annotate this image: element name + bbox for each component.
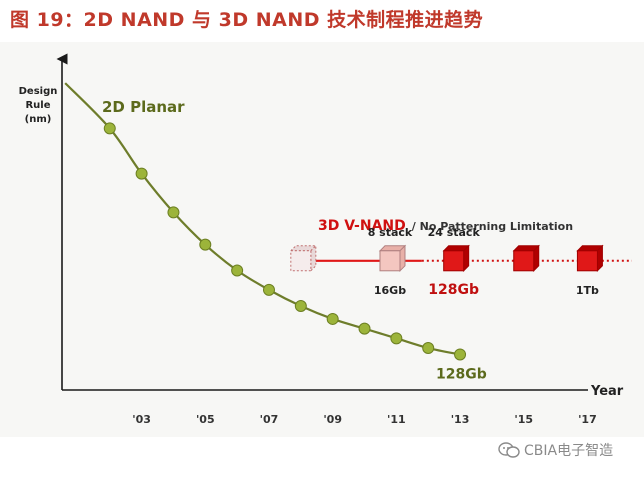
vnand-node-top-label: 24 stack — [428, 226, 481, 239]
y-axis-title-line: Rule — [25, 100, 50, 111]
cube-side-face — [533, 244, 540, 273]
vnand-node-bottom-label: 128Gb — [428, 282, 479, 298]
x-tick-label: '03 — [132, 413, 151, 426]
planar-series-label: 2D Planar — [102, 98, 185, 116]
planar-point — [422, 342, 435, 355]
x-tick-label: '11 — [387, 413, 406, 426]
x-tick-label: '05 — [196, 413, 215, 426]
wechat-icon — [498, 442, 520, 458]
vnand-node-bottom-label: 1Tb — [576, 284, 599, 297]
x-tick-label: '17 — [578, 413, 597, 426]
vnand-title: 3D V-NAND / No Patterning Limitation — [318, 218, 573, 234]
cube-side-face — [399, 244, 406, 273]
planar-point — [135, 167, 148, 180]
y-axis-title-line: Design — [19, 86, 58, 97]
x-tick-label: '15 — [514, 413, 533, 426]
y-axis-title: Design Rule (nm) — [19, 86, 58, 125]
y-axis-title-line: (nm) — [25, 114, 52, 125]
cube-front-face — [379, 250, 401, 272]
cube-front-face — [290, 250, 312, 272]
planar-point — [294, 300, 307, 313]
cube-front-face — [576, 250, 598, 272]
vnand-node — [512, 244, 540, 273]
axes: Year — [56, 53, 624, 399]
figure-title: 图 19：2D NAND 与 3D NAND 技术制程推进趋势 — [10, 9, 484, 31]
vnand-node — [289, 244, 318, 273]
planar-point — [103, 122, 116, 135]
cube-side-face — [463, 244, 470, 273]
planar-point — [167, 206, 180, 219]
cube-side-face — [310, 244, 317, 273]
x-tick-label: '07 — [260, 413, 279, 426]
vnand-title-main: 3D V-NAND — [318, 218, 406, 234]
watermark-text: CBIA电子智造 — [524, 443, 614, 459]
cube-side-face — [596, 244, 603, 273]
vnand-subtitle: / No Patterning Limitation — [412, 220, 573, 233]
x-tick-label: '13 — [451, 413, 470, 426]
planar-point — [262, 283, 275, 296]
vnand-node: 1Tb — [576, 244, 604, 297]
planar-point — [231, 264, 244, 277]
planar-series: 2D Planar 128Gb — [64, 82, 487, 382]
chart-panel: Year Design Rule (nm) '03 '05 '07 '09 '11 '13 '1… — [0, 42, 644, 437]
vnand-node: 24 stack 128Gb — [428, 226, 481, 298]
planar-point — [326, 312, 339, 325]
planar-point — [454, 348, 467, 361]
planar-point — [390, 332, 403, 345]
vnand-node: 8 stack 16Gb — [368, 226, 413, 297]
planar-point — [199, 238, 212, 251]
planar-end-label: 128Gb — [436, 366, 487, 382]
cube-front-face — [443, 250, 465, 272]
vnand-node-top-label: 8 stack — [368, 226, 413, 239]
cube-front-face — [513, 250, 535, 272]
vnand-node-bottom-label: 16Gb — [374, 284, 406, 297]
planar-point — [358, 322, 371, 335]
nand-trend-chart: Year Design Rule (nm) '03 '05 '07 '09 '11 '13 '1… — [19, 53, 632, 426]
x-axis-title: Year — [590, 384, 624, 399]
watermark: CBIA电子智造 — [498, 440, 613, 460]
x-tick-labels: '03 '05 '07 '09 '11 '13 '15 '17 — [132, 413, 596, 426]
x-tick-label: '09 — [323, 413, 342, 426]
